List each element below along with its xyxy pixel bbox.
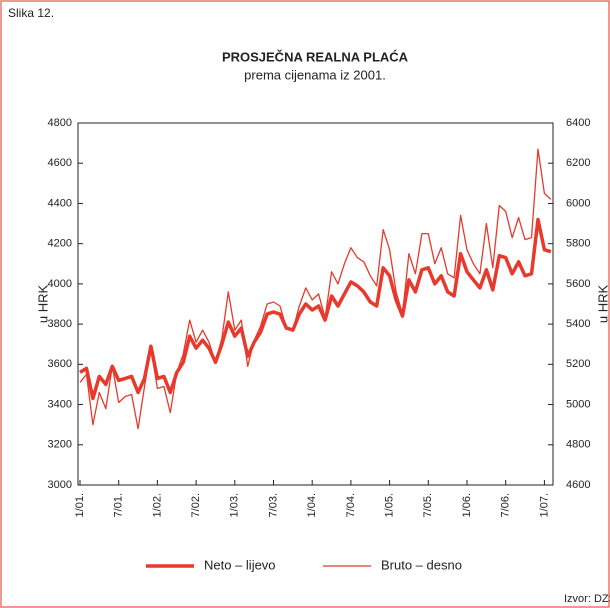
y2-tick-label: 5200 bbox=[566, 358, 590, 370]
chart-subtitle: prema cijenama iz 2001. bbox=[244, 67, 386, 82]
y2-tick-label: 5800 bbox=[566, 238, 590, 250]
y2-tick-label: 5000 bbox=[566, 398, 590, 410]
y-tick-label: 4800 bbox=[48, 117, 72, 129]
data-line bbox=[79, 148, 552, 430]
x-tick-label: 1/01. bbox=[74, 493, 86, 517]
plot-area bbox=[77, 122, 554, 486]
x-tick-label: 7/03. bbox=[267, 493, 279, 517]
y2-tick-label: 5600 bbox=[566, 278, 590, 290]
y2-tick-label: 6400 bbox=[566, 117, 590, 129]
y-tick-label: 4200 bbox=[48, 238, 72, 250]
y-tick-label: 3800 bbox=[48, 318, 72, 330]
y-tick-label: 3400 bbox=[48, 398, 72, 410]
x-tick-label: 7/01. bbox=[113, 493, 125, 517]
x-tick-label: 7/04. bbox=[345, 493, 357, 517]
source: Izvor: DZS bbox=[564, 593, 610, 605]
x-tick-label: 7/05. bbox=[422, 493, 434, 517]
y-tick-label: 4600 bbox=[48, 157, 72, 169]
x-tick-label: 1/04. bbox=[306, 493, 318, 517]
y2-tick-label: 5400 bbox=[566, 318, 590, 330]
x-tick-label: 1/06. bbox=[461, 493, 473, 517]
y-tick-label: 3600 bbox=[48, 358, 72, 370]
y2-tick-label: 6000 bbox=[566, 197, 590, 209]
data-line bbox=[79, 217, 552, 401]
y-axis-label: u HRK bbox=[35, 285, 50, 324]
y2-tick-label: 4800 bbox=[566, 439, 590, 451]
y-tick-label: 4000 bbox=[48, 278, 72, 290]
x-tick-label: 1/07. bbox=[538, 493, 550, 517]
y-tick-label: 3200 bbox=[48, 439, 72, 451]
y-tick-label: 3000 bbox=[48, 479, 72, 491]
legend-label: Bruto – desno bbox=[381, 557, 462, 572]
y2-tick-label: 6200 bbox=[566, 157, 590, 169]
x-tick-label: 1/05. bbox=[384, 493, 396, 517]
x-tick-label: 7/06. bbox=[500, 493, 512, 517]
x-tick-label: 1/03. bbox=[229, 493, 241, 517]
figure-label: Slika 12. bbox=[8, 6, 54, 20]
y-tick-label: 4400 bbox=[48, 197, 72, 209]
y2-tick-label: 4600 bbox=[566, 479, 590, 491]
chart-title: PROSJEČNA REALNA PLAĆA bbox=[222, 49, 409, 64]
x-tick-label: 1/02. bbox=[151, 493, 163, 517]
y2-axis-label: u HRK bbox=[595, 285, 610, 324]
legend-label: Neto – lijevo bbox=[204, 557, 276, 572]
x-tick-label: 7/02. bbox=[190, 493, 202, 517]
